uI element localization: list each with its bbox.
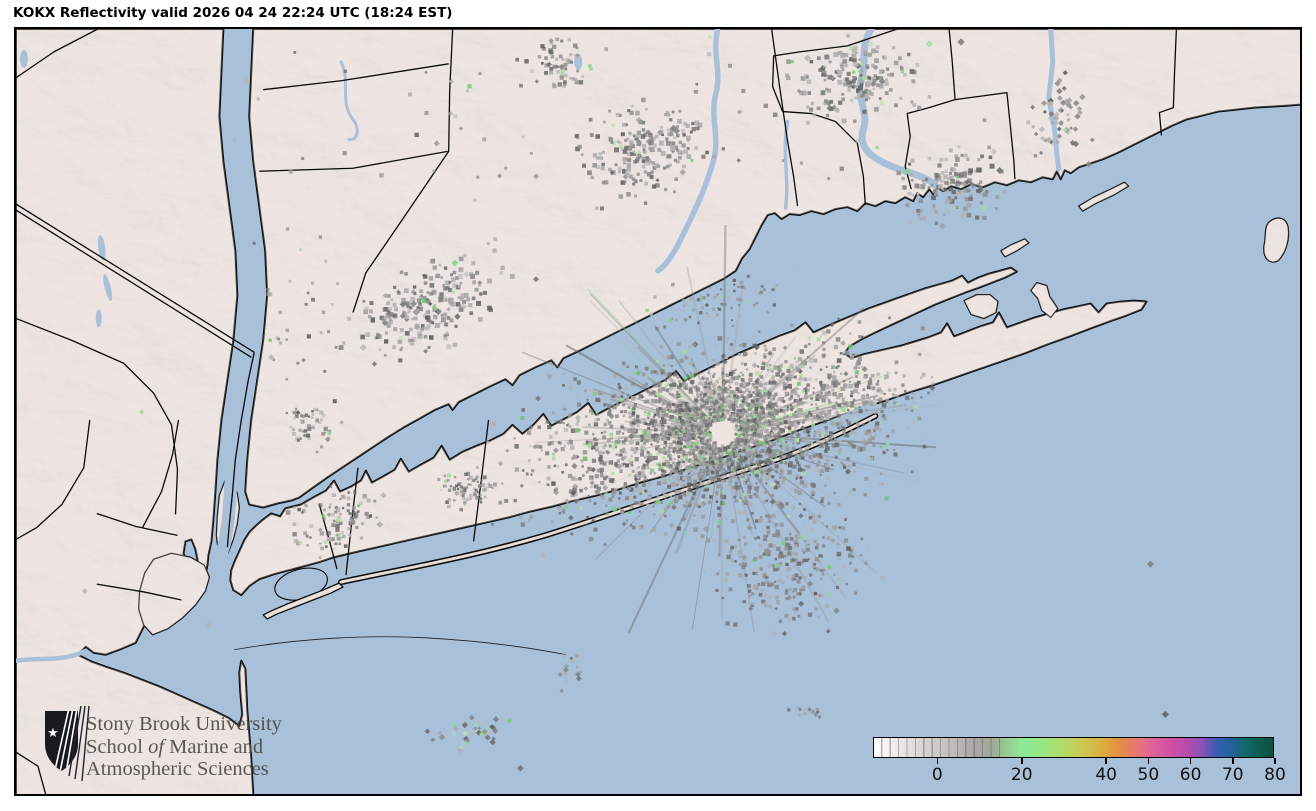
lake-2 bbox=[103, 274, 113, 302]
nj-county-2 bbox=[16, 419, 91, 540]
nassau-suffolk-border bbox=[472, 419, 490, 542]
connecticut-river bbox=[856, 29, 939, 189]
political-borders bbox=[16, 29, 1178, 794]
radar-map bbox=[14, 27, 1302, 796]
ny-county-dutchess bbox=[263, 63, 449, 91]
ny-nj-border-hudson bbox=[226, 352, 255, 548]
ct-ri-border bbox=[1158, 29, 1178, 136]
raritan-river bbox=[16, 648, 89, 663]
housatonic-river bbox=[655, 29, 721, 274]
ct-county-2 bbox=[771, 29, 898, 206]
isolated-echo bbox=[433, 140, 440, 147]
nj-county-5 bbox=[96, 583, 182, 601]
upstate-stream bbox=[339, 60, 359, 142]
isolated-echo bbox=[1161, 710, 1170, 719]
colorbar-discrete-segments bbox=[874, 738, 1004, 757]
colorbar-tick bbox=[1105, 758, 1107, 764]
lake-3 bbox=[95, 309, 102, 328]
logo-line-2: School of Marine and bbox=[86, 735, 264, 758]
maritime-boundary bbox=[234, 636, 567, 656]
colorbar-tick bbox=[1189, 758, 1192, 764]
colorbar-tick bbox=[1231, 758, 1234, 764]
colorbar-tick bbox=[936, 758, 939, 764]
isolated-echo bbox=[517, 764, 524, 772]
isolated-echo bbox=[610, 506, 618, 513]
reflectivity-echo-layer bbox=[81, 34, 1170, 772]
ct-county-4 bbox=[954, 92, 1016, 180]
ny-nj-border-2 bbox=[16, 209, 252, 358]
logo-wordmark: Stony Brook University School of Marine … bbox=[86, 713, 282, 781]
colorbar-tick-label: 60 bbox=[1179, 765, 1202, 785]
logo-line-1: Stony Brook University bbox=[86, 713, 282, 735]
colorbar-tick bbox=[1020, 758, 1023, 764]
isolated-echo bbox=[925, 40, 933, 48]
star-icon: ★ bbox=[47, 726, 59, 741]
basemap-svg bbox=[16, 29, 1300, 794]
nj-county-3 bbox=[142, 419, 180, 528]
nj-county-1 bbox=[16, 317, 179, 515]
ct-county-1 bbox=[771, 29, 799, 207]
ny-nj-border bbox=[16, 203, 255, 353]
border-corner-nw bbox=[16, 29, 99, 79]
colorbar-tick-label: 20 bbox=[1010, 765, 1033, 785]
isolated-echo bbox=[138, 409, 145, 415]
ct-county-3 bbox=[904, 29, 956, 190]
greenwood-lake bbox=[97, 235, 106, 261]
colorbar-tick-label: 0 bbox=[931, 765, 943, 785]
colorbar-tick-label: 70 bbox=[1221, 765, 1244, 785]
colorbar-tick-label: 80 bbox=[1264, 765, 1286, 785]
stony-brook-shield-icon: ★ bbox=[45, 705, 90, 782]
nj-county-6 bbox=[16, 751, 47, 794]
colorbar-tick bbox=[1274, 758, 1276, 764]
lake-4 bbox=[19, 49, 28, 68]
logo-line-3: Atmospheric Sciences bbox=[86, 758, 269, 780]
colorbar-tick-label: 40 bbox=[1095, 765, 1117, 785]
isolated-echo bbox=[268, 354, 275, 361]
colorbar-tick bbox=[1147, 758, 1150, 764]
figure-title: KOKX Reflectivity valid 2026 04 24 22:24… bbox=[13, 5, 453, 21]
tappan-zee-widening bbox=[245, 295, 262, 350]
nj-county-4 bbox=[96, 512, 178, 536]
colorbar-tick-label: 50 bbox=[1137, 765, 1160, 785]
radar-site-hole bbox=[711, 421, 734, 444]
reflectivity-colorbar: 0 20 40 50 60 70 80 bbox=[873, 737, 1286, 785]
